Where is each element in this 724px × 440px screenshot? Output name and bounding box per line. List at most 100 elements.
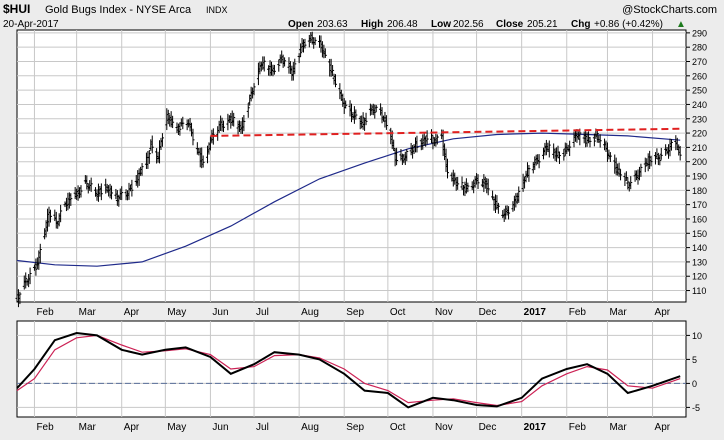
y-tick-label: 130: [692, 257, 707, 267]
x-tick-label: Apr: [124, 422, 140, 433]
x-tick-label: Mar: [609, 307, 627, 318]
x-tick-label: 2017: [524, 422, 547, 433]
price-y-axis: 110 120 130 140 150 160 170 180 190 200 210 220 230 2…: [686, 28, 707, 296]
y-tick-label: 260: [692, 71, 707, 81]
price-bar: [364, 112, 368, 126]
price-bar: [150, 135, 154, 154]
y-tick-label: 180: [692, 186, 707, 196]
price-x-axis: Feb Mar Apr May Jun Jul Aug Sep Oct Nov Dec 2017 Feb…: [36, 307, 670, 318]
price-bar: [252, 83, 256, 96]
price-bar: [130, 179, 134, 197]
price-bar: [246, 103, 250, 118]
price-bar: [460, 176, 464, 190]
y-tick-label: 150: [692, 229, 707, 239]
price-bar: [299, 43, 303, 58]
price-bar: [178, 122, 182, 136]
x-tick-label: Dec: [479, 422, 497, 433]
price-bar: [425, 130, 429, 145]
price-bar: [669, 139, 673, 151]
oscillator-main-line: [16, 331, 681, 409]
x-tick-label: Aug: [301, 307, 319, 318]
y-tick-label: 280: [692, 43, 707, 53]
y-tick-label: 10: [692, 331, 702, 341]
low-value: 202.56: [453, 19, 484, 30]
price-bar: [110, 185, 114, 200]
price-bar: [592, 133, 596, 147]
open-value: 203.63: [317, 19, 348, 30]
close-value: 205.21: [527, 19, 558, 30]
oscillator-x-axis: Feb Mar Apr May Jun Jul Aug Sep Oct Nov Dec 2017 Feb…: [36, 422, 670, 433]
price-bar: [24, 272, 28, 289]
price-bar: [456, 176, 460, 190]
moving-average-line: [16, 132, 681, 267]
oscillator-signal-line: [16, 334, 681, 407]
x-tick-label: Feb: [569, 422, 587, 433]
x-tick-label: Apr: [124, 307, 140, 318]
price-bar: [617, 162, 621, 177]
price-bar: [395, 147, 399, 166]
price-bar: [374, 104, 378, 112]
x-tick-label: Jul: [256, 422, 269, 433]
x-tick-label: Aug: [301, 422, 319, 433]
price-bar: [578, 128, 582, 146]
close-label: Close: [496, 19, 524, 30]
price-bar: [384, 115, 388, 130]
x-tick-label: Mar: [609, 422, 627, 433]
y-tick-label: 240: [692, 100, 707, 110]
price-bar: [415, 135, 419, 153]
x-tick-label: Dec: [479, 307, 497, 318]
price-bar: [445, 158, 449, 179]
price-bar: [120, 186, 124, 201]
x-tick-label: Feb: [569, 307, 587, 318]
price-bar: [537, 154, 541, 169]
price-bar: [99, 183, 103, 201]
price-bar: [649, 155, 653, 167]
price-bar: [334, 74, 338, 88]
watermark: @StockCharts.com: [622, 4, 717, 16]
x-tick-label: Apr: [655, 422, 671, 433]
oscillator-panel: -5 0 5 10 Feb Mar Apr May Jun Jul Aug Sep Oct Nov Dec…: [16, 320, 702, 433]
price-bar: [48, 209, 52, 223]
x-tick-label: Apr: [655, 307, 671, 318]
price-bar: [598, 134, 602, 148]
symbol: $HUI: [3, 2, 30, 16]
chg-value: +0.86 (+0.42%): [594, 19, 663, 30]
price-panel-frame: [16, 29, 687, 303]
price-bar: [619, 169, 623, 181]
price-bar: [476, 174, 480, 189]
price-bar: [272, 64, 276, 75]
price-bar: [69, 193, 73, 206]
y-tick-label: -5: [692, 403, 700, 413]
y-tick-label: 270: [692, 57, 707, 67]
price-bar: [160, 133, 164, 147]
price-bar: [562, 148, 566, 161]
x-tick-label: Oct: [390, 307, 406, 318]
price-bar: [201, 155, 205, 168]
price-bar: [89, 177, 93, 192]
x-tick-label: 2017: [524, 307, 547, 318]
open-label: Open: [288, 19, 314, 30]
price-bar: [232, 112, 236, 127]
price-bar: [373, 104, 377, 119]
index-name: Gold Bugs Index - NYSE Arca: [45, 4, 192, 16]
price-bar: [547, 140, 551, 158]
price-bar: [435, 134, 439, 145]
price-bar: [639, 163, 643, 177]
price-bar: [429, 129, 433, 144]
price-bar: [18, 291, 22, 305]
y-tick-label: 140: [692, 243, 707, 253]
y-tick-label: 230: [692, 114, 707, 124]
x-tick-label: Jun: [212, 422, 228, 433]
high-value: 206.48: [387, 19, 418, 30]
price-bar: [517, 186, 521, 203]
price-bar: [171, 115, 175, 129]
x-tick-label: Feb: [36, 422, 54, 433]
price-bar: [313, 37, 317, 46]
x-tick-label: Jun: [212, 307, 228, 318]
high-label: High: [361, 19, 383, 30]
price-bar: [79, 185, 83, 198]
low-label: Low: [431, 19, 451, 30]
y-tick-label: 5: [692, 355, 697, 365]
